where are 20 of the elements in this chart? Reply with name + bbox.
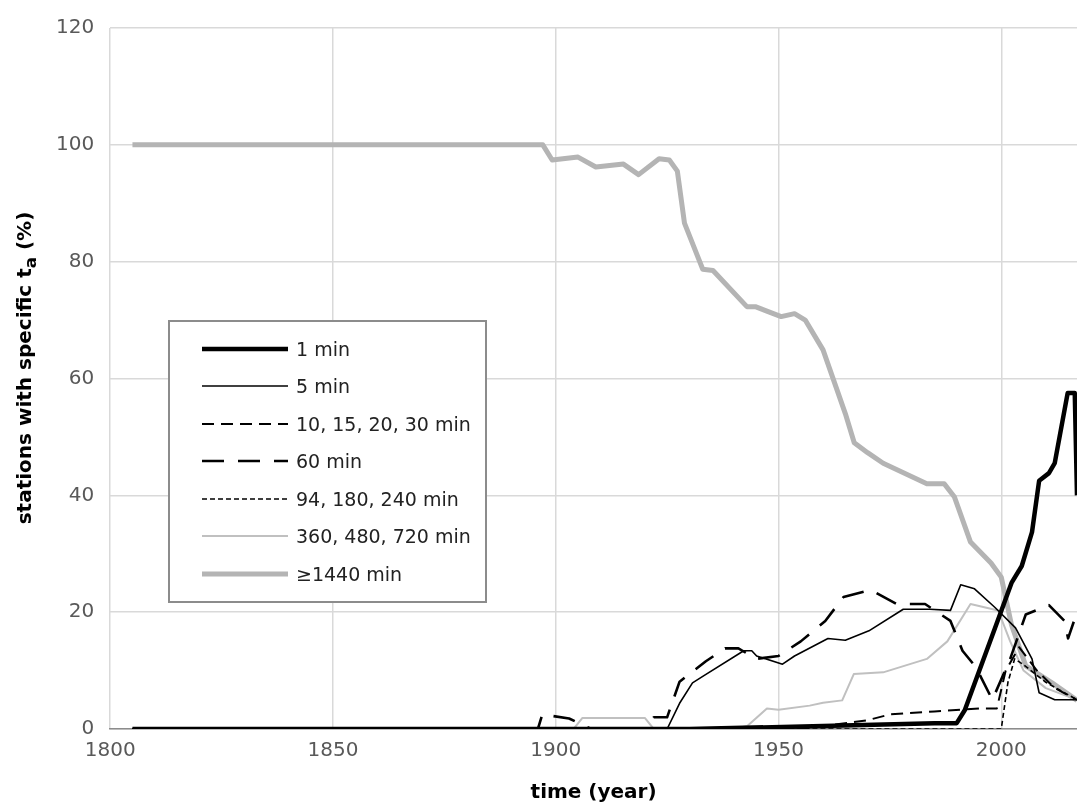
- x-tick-label: 1900: [530, 737, 582, 762]
- x-tick-label: 1950: [753, 737, 804, 762]
- x-tick-label: 2000: [975, 737, 1027, 762]
- x-axis-title: time (year): [530, 779, 657, 804]
- y-tick-label: 60: [68, 364, 95, 389]
- y-tick-label: 80: [68, 247, 95, 272]
- legend-label: 94, 180, 240 min: [296, 487, 459, 510]
- legend-label: 360, 480, 720 min: [296, 525, 471, 548]
- legend-label: 1 min: [296, 337, 350, 360]
- y-tick-label: 0: [81, 715, 95, 740]
- y-tick-label: 100: [55, 131, 95, 156]
- y-tick-label: 40: [68, 481, 95, 506]
- y-tick-label: 20: [68, 598, 95, 623]
- x-tick-label: 1800: [84, 737, 136, 762]
- legend-label: 10, 15, 20, 30 min: [296, 412, 471, 435]
- legend-label: 5 min: [296, 375, 350, 398]
- x-tick-label: 1850: [307, 737, 359, 762]
- y-tick-label: 120: [55, 14, 95, 39]
- legend-label: 60 min: [296, 450, 363, 473]
- legend-label: ≥1440 min: [296, 562, 403, 585]
